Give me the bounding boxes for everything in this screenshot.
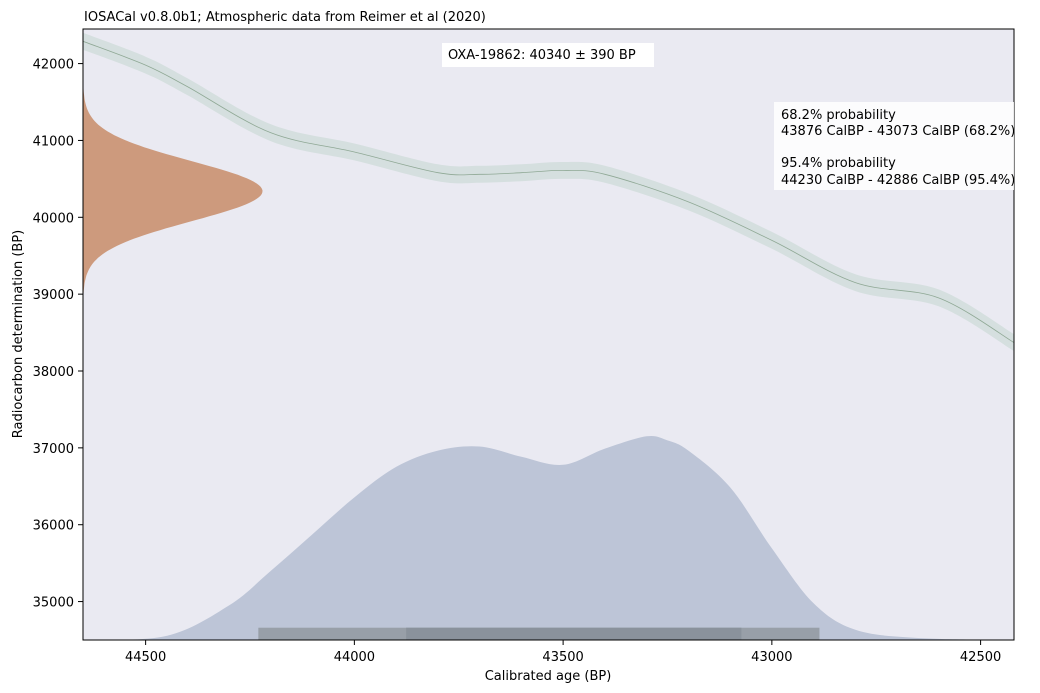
x-tick-label: 44000 [334,650,375,665]
probability-box [774,102,1014,190]
calibrated-distribution-area [83,435,1014,640]
y-tick-label: 42000 [33,58,74,73]
y-tick-label: 37000 [33,442,74,457]
probability-95-heading: 95.4% probability [781,156,896,171]
y-tick-label: 39000 [33,288,74,303]
probability-68-heading: 68.2% probability [781,108,896,123]
plot-frame [82,28,1015,641]
range-68-bar [406,627,742,640]
y-tick-label: 41000 [33,134,74,149]
chart-title: IOSACal v0.8.0b1; Atmospheric data from … [84,10,486,25]
x-axis-title: Calibrated age (BP) [485,669,612,684]
radiocarbon-distribution-area [83,86,263,295]
y-tick-label: 35000 [33,596,74,611]
probability-68-range: 43876 CalBP - 43073 CalBP (68.2%) [781,124,1015,139]
probability-95-range: 44230 CalBP - 42886 CalBP (95.4%) [781,173,1015,188]
x-tick-label: 43000 [751,650,792,665]
x-tick-label: 42500 [960,650,1001,665]
y-axis-title: Radiocarbon determination (BP) [11,230,26,438]
y-tick-label: 36000 [33,519,74,534]
x-tick-label: 43500 [542,650,583,665]
y-tick-label: 40000 [33,211,74,226]
chart-title-box [81,6,520,28]
sample-label: OXA-19862: 40340 ± 390 BP [448,48,636,63]
y-tick-label: 38000 [33,365,74,380]
calibration-curve-line [83,40,1014,343]
x-tick-label: 44500 [125,650,166,665]
sample-label-box [442,43,654,67]
